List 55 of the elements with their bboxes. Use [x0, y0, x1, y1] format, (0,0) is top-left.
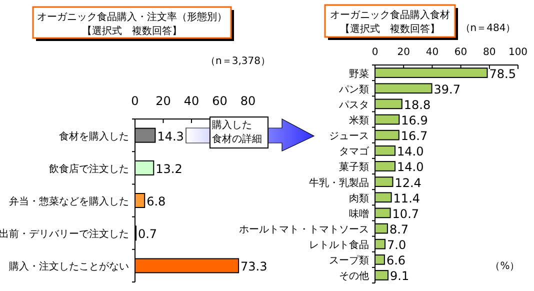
annotation: （%）	[490, 261, 520, 272]
data-label: 39.7	[434, 82, 460, 96]
data-label: 73.3	[240, 260, 268, 274]
y-tick-label: その他	[339, 270, 369, 282]
x-tick-label: 20	[397, 47, 410, 58]
text: （n＝484）	[460, 23, 516, 34]
data-label: 14.3	[157, 129, 184, 144]
data-label: 16.7	[400, 129, 428, 144]
y-tick-label: 味噌	[349, 208, 369, 220]
x-tick-label: 100	[508, 47, 528, 58]
x-tick-label: 20	[156, 94, 171, 108]
chart-title: オーガニック食品購入・注文率（形態別）【選択式 複数回答】	[37, 11, 227, 37]
y-tick-label: 弁当・惣菜などを購入した	[9, 196, 129, 208]
data-label: 0.7	[138, 227, 158, 242]
text: （n＝3,378）	[206, 56, 270, 67]
y-tick-label: 米類	[349, 114, 369, 126]
data-label: 12.4	[394, 176, 422, 190]
chart-title: オーガニック食品購入食材【選択式 複数回答】	[330, 9, 450, 35]
data-label: 16.9	[401, 114, 428, 128]
y-tick-label: スープ類	[329, 254, 369, 267]
y-tick-label: パスタ	[338, 100, 369, 111]
annotation: 購入した食材の詳細	[212, 119, 262, 145]
x-tick-label: 0	[372, 47, 378, 58]
y-tick-label: タマゴ	[339, 146, 370, 158]
data-label: 13.2	[156, 162, 182, 176]
y-tick-label: 肉類	[349, 192, 369, 204]
y-tick-label: 食材を購入した	[59, 130, 129, 142]
x-tick-label: 40	[426, 47, 439, 58]
data-label: 11.4	[393, 191, 420, 206]
x-tick-label: 60	[212, 94, 228, 108]
data-label: 6.6	[386, 254, 406, 268]
data-label: 14.0	[397, 144, 424, 159]
x-tick-label: 60	[454, 47, 468, 58]
data-label: 7.0	[387, 238, 406, 252]
y-tick-label: 購入・注文したことがない	[9, 260, 129, 273]
y-tick-label: 出前・デリバリーで注文した	[0, 228, 129, 240]
x-tick-label: 80	[240, 94, 256, 108]
y-tick-label: 飲食店で注文した	[49, 162, 129, 175]
y-tick-label: 菓子類	[339, 161, 369, 174]
data-label: 6.8	[146, 194, 166, 208]
y-tick-label: ジュース	[329, 131, 369, 142]
y-tick-label: レトルト食品	[309, 239, 369, 252]
x-tick-label: 40	[184, 94, 200, 108]
data-label: 18.8	[404, 98, 431, 112]
y-tick-label: 野菜	[349, 68, 369, 80]
y-tick-label: 牛乳・乳製品	[309, 176, 369, 189]
data-label: 8.7	[389, 222, 409, 236]
data-label: 9.1	[390, 269, 410, 284]
x-tick-label: 80	[483, 47, 496, 58]
data-label: 78.5	[489, 66, 516, 81]
y-tick-label: ホールトマト・トマトソース	[239, 224, 369, 236]
x-tick-label: 0	[131, 94, 139, 108]
data-label: 14.0	[397, 160, 424, 174]
y-tick-label: パン類	[338, 83, 369, 96]
data-label: 10.7	[392, 206, 420, 221]
